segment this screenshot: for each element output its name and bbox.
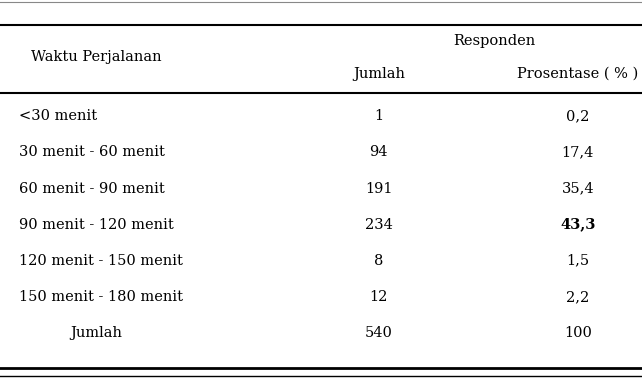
Text: 1,5: 1,5 bbox=[566, 254, 589, 268]
Text: 100: 100 bbox=[564, 326, 592, 340]
Text: 150 menit - 180 menit: 150 menit - 180 menit bbox=[19, 290, 183, 304]
Text: 12: 12 bbox=[370, 290, 388, 304]
Text: 120 menit - 150 menit: 120 menit - 150 menit bbox=[19, 254, 183, 268]
Text: Responden: Responden bbox=[453, 34, 535, 48]
Text: Jumlah: Jumlah bbox=[353, 67, 404, 81]
Text: 540: 540 bbox=[365, 326, 393, 340]
Text: 191: 191 bbox=[365, 182, 392, 196]
Text: 30 menit - 60 menit: 30 menit - 60 menit bbox=[19, 146, 165, 159]
Text: 43,3: 43,3 bbox=[560, 218, 596, 232]
Text: 17,4: 17,4 bbox=[562, 146, 594, 159]
Text: 2,2: 2,2 bbox=[566, 290, 589, 304]
Text: 8: 8 bbox=[374, 254, 383, 268]
Text: <30 menit: <30 menit bbox=[19, 109, 98, 123]
Text: 35,4: 35,4 bbox=[562, 182, 594, 196]
Text: 90 menit - 120 menit: 90 menit - 120 menit bbox=[19, 218, 174, 232]
Text: Jumlah: Jumlah bbox=[71, 326, 122, 340]
Text: Prosentase ( % ): Prosentase ( % ) bbox=[517, 67, 638, 81]
Text: 0,2: 0,2 bbox=[566, 109, 589, 123]
Text: 94: 94 bbox=[370, 146, 388, 159]
Text: 1: 1 bbox=[374, 109, 383, 123]
Text: 60 menit - 90 menit: 60 menit - 90 menit bbox=[19, 182, 165, 196]
Text: 234: 234 bbox=[365, 218, 393, 232]
Text: Waktu Perjalanan: Waktu Perjalanan bbox=[31, 50, 162, 64]
